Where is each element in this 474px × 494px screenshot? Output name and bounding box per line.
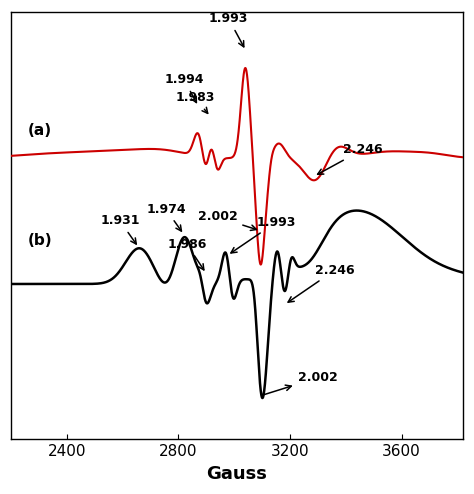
Text: 1.993: 1.993: [231, 216, 296, 253]
Text: 1.986: 1.986: [167, 238, 207, 270]
Text: 1.993: 1.993: [209, 12, 248, 47]
Text: 2.002: 2.002: [198, 210, 256, 230]
Text: 2.002: 2.002: [264, 371, 338, 395]
Text: 1.994: 1.994: [164, 73, 204, 103]
Text: (a): (a): [28, 123, 52, 138]
Text: 2.246: 2.246: [288, 264, 355, 302]
Text: (b): (b): [28, 233, 53, 248]
Text: 1.931: 1.931: [100, 214, 140, 244]
X-axis label: Gauss: Gauss: [207, 465, 267, 483]
Text: 1.974: 1.974: [146, 203, 186, 231]
Text: 2.246: 2.246: [318, 143, 383, 174]
Text: 1.983: 1.983: [175, 91, 215, 113]
